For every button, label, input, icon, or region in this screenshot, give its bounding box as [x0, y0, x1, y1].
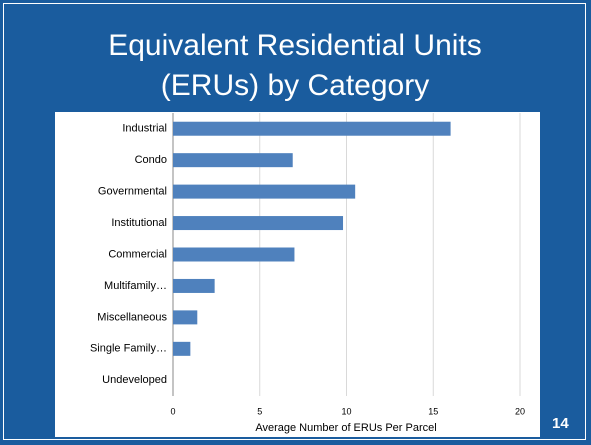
- y-tick-label: Commercial: [108, 248, 167, 260]
- x-tick-label: 10: [341, 406, 351, 416]
- y-tick-label: Industrial: [122, 123, 167, 135]
- chart-area: [55, 112, 540, 437]
- bar: [173, 121, 451, 136]
- x-tick-label: 5: [257, 406, 262, 416]
- chart-title: Equivalent Residential Units (ERUs) by C…: [108, 29, 482, 102]
- bar: [173, 278, 215, 293]
- bar: [173, 184, 356, 199]
- y-tick-label: Single Family…: [90, 343, 167, 355]
- bar: [173, 216, 344, 231]
- y-tick-label: Multifamily…: [104, 280, 167, 292]
- bar: [173, 310, 198, 325]
- bar: [173, 247, 295, 262]
- slide-frame: [3, 3, 586, 440]
- bar: [173, 341, 191, 356]
- y-tick-label: Condo: [135, 154, 167, 166]
- y-tick-label: Miscellaneous: [97, 311, 167, 323]
- x-axis-label: Average Number of ERUs Per Parcel: [255, 422, 436, 434]
- slide-number: 14: [552, 415, 569, 432]
- x-tick-label: 0: [170, 406, 175, 416]
- y-tick-label: Institutional: [111, 217, 167, 229]
- x-tick-label: 20: [515, 406, 525, 416]
- bar: [173, 153, 293, 168]
- y-tick-label: Governmental: [98, 186, 167, 198]
- y-tick-label: Undeveloped: [102, 374, 167, 386]
- x-tick-label: 15: [428, 406, 438, 416]
